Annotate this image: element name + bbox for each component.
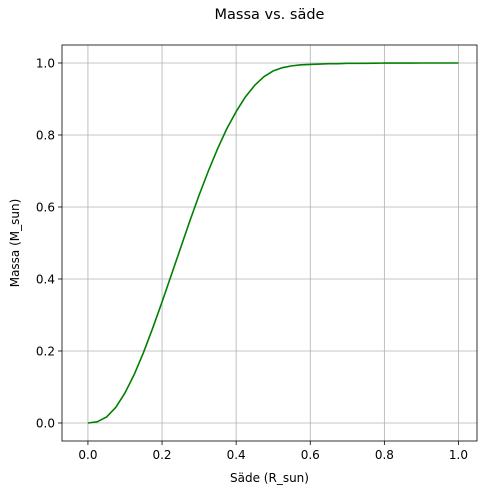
chart-title: Massa vs. säde: [215, 7, 325, 23]
x-tick-label: 0.8: [375, 448, 394, 462]
y-tick-label: 0.4: [36, 273, 55, 287]
series-layer: [87, 62, 459, 424]
y-tick-label: 0.0: [36, 417, 55, 431]
x-tick-label: 0.4: [227, 448, 246, 462]
y-axis-label: Massa (M_sun): [8, 199, 22, 288]
y-tick-label: 1.0: [36, 57, 55, 71]
series-line: [87, 62, 459, 424]
x-axis-label: Säde (R_sun): [230, 471, 309, 485]
y-tick-label: 0.2: [36, 345, 55, 359]
y-tick-label: 0.8: [36, 129, 55, 143]
x-tick-label: 0.6: [301, 448, 320, 462]
x-tick-label: 1.0: [449, 448, 468, 462]
x-tick-label: 0.2: [152, 448, 171, 462]
x-tick-label: 0.0: [78, 448, 97, 462]
y-tick-label: 0.6: [36, 201, 55, 215]
ticks: 0.0 0.2 0.4 0.6 0.8 1.0 0.0 0.2 0.4 0.6 0.8 1.0: [36, 57, 468, 463]
plot-frame: [61, 44, 478, 442]
